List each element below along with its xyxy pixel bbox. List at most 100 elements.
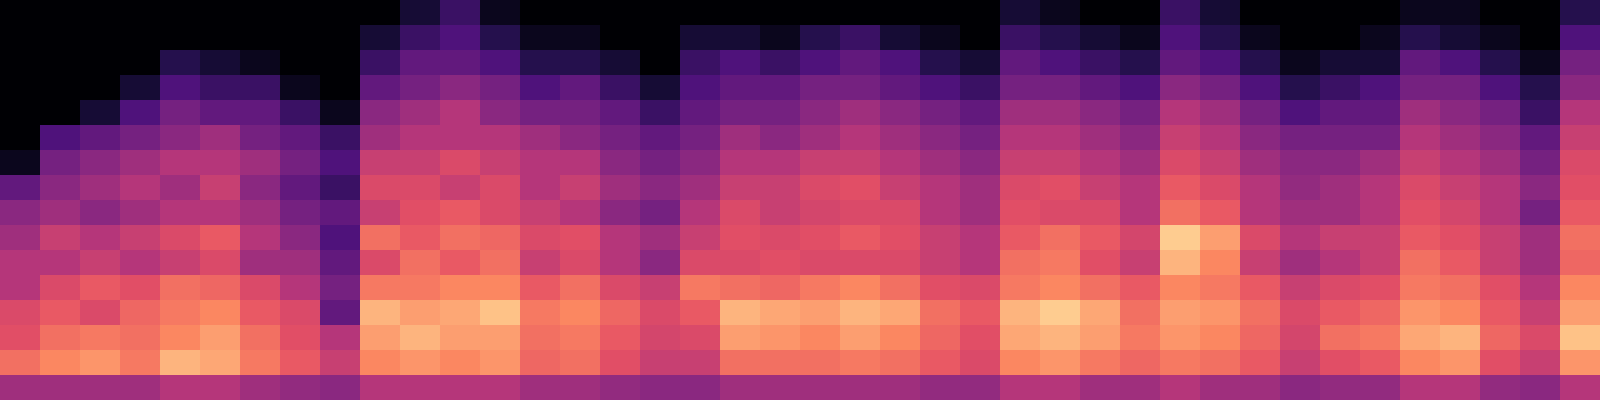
cell [40,300,81,326]
cell [280,225,321,251]
cell [440,125,481,151]
cell [440,375,481,400]
cell [800,50,841,76]
cell [640,100,681,126]
cell [400,25,441,51]
cell [1400,300,1441,326]
cell [80,25,121,51]
cell [640,225,681,251]
cell [1080,0,1121,26]
cell [560,250,601,276]
cell [200,250,241,276]
cell [520,125,561,151]
cell [1080,225,1121,251]
cell [1320,325,1361,351]
cell [920,350,961,376]
cell [920,375,961,400]
cell [80,0,121,26]
cell [1280,275,1321,301]
cell [640,200,681,226]
cell [440,250,481,276]
cell [0,150,41,176]
cell [1160,300,1201,326]
cell [640,50,681,76]
cell [360,125,401,151]
cell [40,375,81,400]
cell [480,175,521,201]
cell [1240,325,1281,351]
cell [360,200,401,226]
cell [320,275,361,301]
cell [720,225,761,251]
cell [520,325,561,351]
cell [600,225,641,251]
cell [840,0,881,26]
cell [720,325,761,351]
cell [1160,0,1201,26]
cell [880,275,921,301]
cell [920,175,961,201]
cell [0,200,41,226]
cell [1080,50,1121,76]
cell [1440,275,1481,301]
cell [440,0,481,26]
cell [1160,275,1201,301]
cell [1320,350,1361,376]
cell [680,75,721,101]
cell [160,75,201,101]
cell [1280,200,1321,226]
cell [120,300,161,326]
cell [0,50,41,76]
cell [1200,75,1241,101]
cell [1320,375,1361,400]
cell [680,50,721,76]
cell [600,350,641,376]
cell [1040,25,1081,51]
cell [840,25,881,51]
cell [720,200,761,226]
cell [40,350,81,376]
cell [1440,200,1481,226]
cell [560,0,601,26]
cell [120,225,161,251]
cell [1200,175,1241,201]
cell [40,175,81,201]
cell [560,275,601,301]
cell [240,125,281,151]
cell [240,375,281,400]
cell [1280,125,1321,151]
cell [440,225,481,251]
cell [1000,375,1041,400]
cell [0,250,41,276]
cell [1000,125,1041,151]
cell [320,100,361,126]
cell [720,150,761,176]
cell [80,275,121,301]
cell [560,225,601,251]
cell [440,100,481,126]
cell [80,250,121,276]
cell [600,250,641,276]
cell [1120,225,1161,251]
cell [1000,175,1041,201]
cell [680,375,721,400]
cell [1440,25,1481,51]
cell [360,50,401,76]
cell [320,225,361,251]
cell [640,0,681,26]
cell [1280,100,1321,126]
cell [1400,125,1441,151]
cell [520,225,561,251]
cell [800,275,841,301]
cell [440,50,481,76]
cell [1080,75,1121,101]
cell [1560,350,1600,376]
cell [1400,175,1441,201]
cell [120,25,161,51]
cell [1360,75,1401,101]
cell [1040,125,1081,151]
cell [1400,75,1441,101]
cell [1400,325,1441,351]
cell [80,100,121,126]
cell [1560,0,1600,26]
